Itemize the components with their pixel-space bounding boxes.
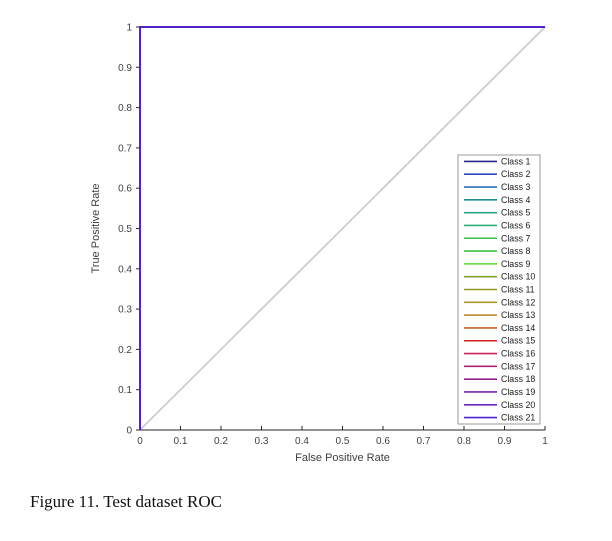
- roc-chart: 0 0.1 0.2 0.3 0.4 0.5 0.6 0.7 0.8 0.9 1 0 0.1 0.2 0.3 0…: [90, 23, 548, 465]
- legend-label: Class 19: [501, 387, 535, 397]
- x-tick-label: 0: [137, 436, 143, 447]
- legend-entry: Class 17: [464, 361, 535, 371]
- legend-entry: Class 12: [464, 297, 535, 307]
- legend-entry: Class 9: [464, 259, 530, 269]
- legend-label: Class 14: [501, 323, 535, 333]
- x-tick-label: 0.5: [336, 436, 350, 447]
- x-tick-label: 0.2: [214, 436, 228, 447]
- y-axis-label: True Positive Rate: [90, 183, 102, 273]
- x-tick-label: 0.9: [498, 436, 512, 447]
- legend-entry: Class 19: [464, 387, 535, 397]
- x-tick-label: 1: [542, 436, 548, 447]
- legend-label: Class 21: [501, 413, 535, 423]
- figure-caption: Figure 11. Test dataset ROC: [30, 492, 222, 511]
- y-tick-label: 0.5: [118, 224, 132, 235]
- y-tick-label: 0.2: [118, 345, 132, 356]
- legend-label: Class 10: [501, 272, 535, 282]
- legend-entry: Class 11: [464, 285, 535, 295]
- y-tick-label: 0.6: [118, 184, 132, 195]
- y-tick-label: 0.7: [118, 143, 132, 154]
- legend-entry: Class 5: [464, 208, 530, 218]
- x-tick-label: 0.6: [376, 436, 390, 447]
- legend-entry: Class 14: [464, 323, 535, 333]
- legend-label: Class 1: [501, 156, 530, 166]
- legend-entry: Class 6: [464, 220, 530, 230]
- y-tick-label: 0.4: [118, 264, 132, 275]
- legend-entry: Class 7: [464, 233, 530, 243]
- legend-label: Class 12: [501, 297, 535, 307]
- legend-entry: Class 15: [464, 336, 535, 346]
- y-tick-label: 1: [126, 23, 132, 34]
- legend-label: Class 3: [501, 182, 530, 192]
- x-tick-label: 0.8: [457, 436, 471, 447]
- x-tick-label: 0.7: [417, 436, 431, 447]
- x-axis-label: False Positive Rate: [295, 452, 390, 464]
- y-tick-label: 0.3: [118, 305, 132, 316]
- legend-label: Class 4: [501, 195, 530, 205]
- y-tick-label: 0: [126, 426, 132, 437]
- roc-curve-class-21: [139, 26, 545, 430]
- legend-label: Class 8: [501, 246, 530, 256]
- y-tick-label: 0.1: [118, 385, 132, 396]
- legend-label: Class 16: [501, 349, 535, 359]
- legend-entry: Class 18: [464, 374, 535, 384]
- legend-entry: Class 16: [464, 349, 535, 359]
- legend-label: Class 18: [501, 374, 535, 384]
- legend-label: Class 5: [501, 208, 530, 218]
- x-tick-label: 0.3: [255, 436, 269, 447]
- legend-entry: Class 20: [464, 400, 535, 410]
- legend-label: Class 20: [501, 400, 535, 410]
- legend-label: Class 15: [501, 336, 535, 346]
- legend-entry: Class 21: [464, 413, 535, 423]
- legend-label: Class 9: [501, 259, 530, 269]
- y-tick-label: 0.8: [118, 103, 132, 114]
- legend-entry: Class 10: [464, 272, 535, 282]
- legend-entry: Class 8: [464, 246, 530, 256]
- legend-label: Class 6: [501, 220, 530, 230]
- legend-label: Class 11: [501, 285, 535, 295]
- y-tick-label: 0.9: [118, 63, 132, 74]
- x-tick-label: 0.4: [295, 436, 309, 447]
- legend-label: Class 7: [501, 233, 530, 243]
- legend-entry: Class 13: [464, 310, 535, 320]
- legend-label: Class 17: [501, 361, 535, 371]
- legend-entry: Class 4: [464, 195, 530, 205]
- legend: Class 1 Class 2 Class 3 Class 4 Class 5 Class…: [457, 154, 541, 425]
- reference-diagonal-line: [139, 26, 546, 431]
- legend-entry: Class 1: [464, 156, 530, 166]
- legend-label: Class 13: [501, 310, 535, 320]
- legend-entry: Class 2: [464, 169, 530, 179]
- x-tick-label: 0.1: [174, 436, 188, 447]
- legend-entry: Class 3: [464, 182, 530, 192]
- legend-label: Class 2: [501, 169, 530, 179]
